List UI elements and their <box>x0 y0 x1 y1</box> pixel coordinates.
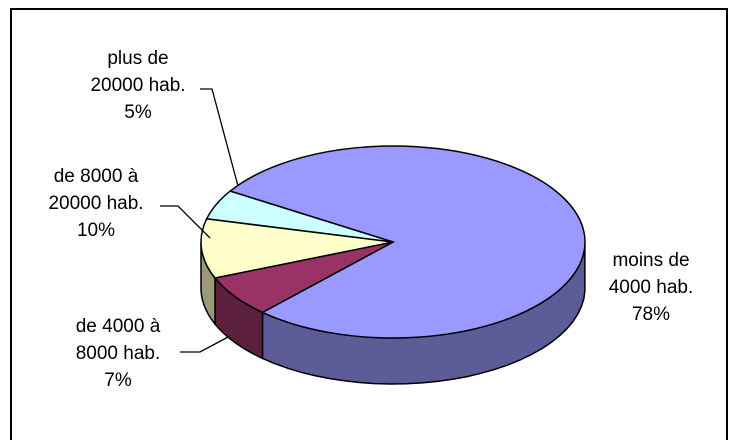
slice-label-1-line-0: de 4000 à <box>76 316 161 337</box>
slice-label-2-line-1: 20000 hab. <box>48 193 143 214</box>
slice-label-0-line-2: 78% <box>632 304 670 325</box>
leader-line-1 <box>180 335 231 353</box>
slice-label-3-line-1: 20000 hab. <box>90 75 185 96</box>
slice-label-1-line-1: 8000 hab. <box>76 343 161 364</box>
pie-slice-0 <box>228 145 586 339</box>
slice-label-2-line-2: 10% <box>77 220 115 241</box>
slice-label-0-line-1: 4000 hab. <box>609 277 694 298</box>
slice-label-1-line-2: 7% <box>104 370 132 391</box>
slice-label-2-line-0: de 8000 à <box>54 166 139 187</box>
slice-label-3-line-0: plus de <box>107 48 168 69</box>
pie-slice-3 <box>205 190 394 243</box>
pie-slice-2 <box>200 217 394 279</box>
leader-line-3 <box>200 88 239 187</box>
slice-label-0-line-0: moins de <box>612 250 689 271</box>
leader-line-2 <box>160 205 211 239</box>
slice-label-3-line-2: 5% <box>124 102 152 123</box>
